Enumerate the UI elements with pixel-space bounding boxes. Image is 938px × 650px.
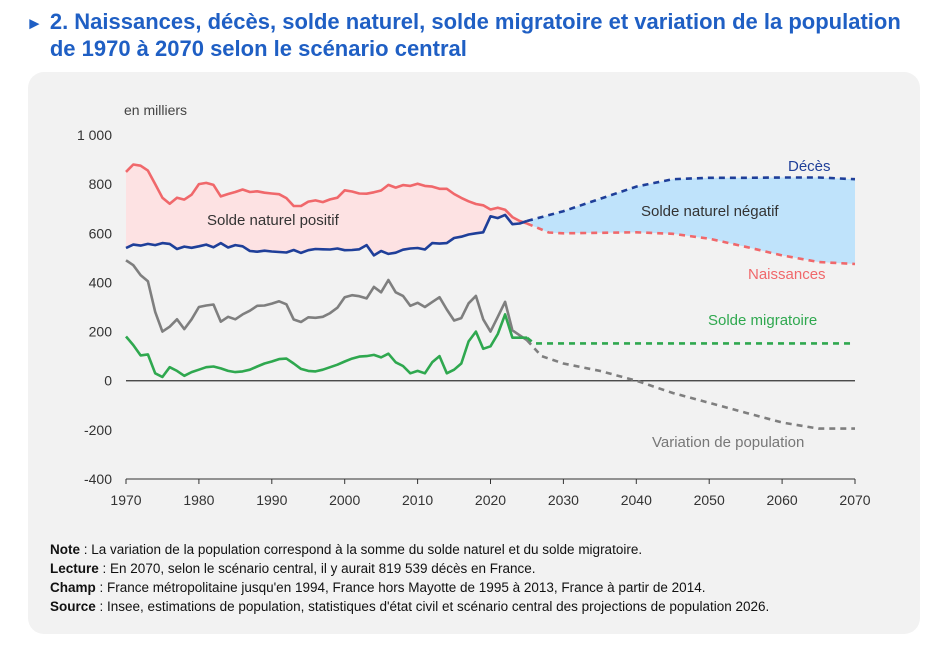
chart-panel: [28, 72, 920, 634]
x-tick-label: 1990: [256, 492, 287, 508]
x-tick-label: 2060: [767, 492, 798, 508]
x-tick-label: 2040: [621, 492, 652, 508]
series-line-naissances: [125, 163, 528, 225]
series-line-deces: [125, 213, 528, 257]
series-projection-variation-de-population: [526, 339, 855, 430]
area-solde-naturel-negatif: [530, 177, 855, 264]
y-tick-label: 0: [104, 373, 112, 389]
y-tick-label: 200: [89, 324, 113, 340]
series-lines: [125, 163, 856, 430]
arrow-right-icon: ►: [26, 14, 43, 33]
x-tick-label: 1970: [110, 492, 141, 508]
series-projection-solde-migratoire: [526, 336, 855, 345]
x-tick-label: 2010: [402, 492, 433, 508]
annotation-solde-migratoire: Solde migratoire: [708, 312, 817, 329]
series-line-variation-de-population: [125, 259, 528, 342]
annotation-deces: Décès: [788, 158, 831, 175]
champ-row: Champ : France métropolitaine jusqu'en 1…: [50, 580, 706, 595]
y-tick-label: 1 000: [77, 127, 112, 143]
y-tick-label: -200: [84, 422, 112, 438]
page-title: ► 2. Naissances, décès, solde naturel, s…: [26, 8, 926, 62]
notes: Note : La variation de la population cor…: [50, 540, 910, 616]
y-tick-label: 800: [89, 176, 113, 192]
y-tick-label: 600: [89, 225, 113, 241]
lecture-row: Lecture : En 2070, selon le scénario cen…: [50, 561, 536, 576]
x-tick-label: 2050: [694, 492, 725, 508]
x-tick-label: 2020: [475, 492, 506, 508]
x-tick-label: 1980: [183, 492, 214, 508]
annotation-solde-naturel-negatif: Solde naturel négatif: [641, 203, 779, 220]
source-row: Source : Insee, estimations de populatio…: [50, 599, 770, 614]
series-line-solde-migratoire: [125, 313, 527, 379]
annotations: en milliers Décès Solde naturel négatif …: [124, 102, 831, 451]
series-projection-deces: [526, 176, 856, 223]
x-axis: 1970 1980 1990 2000 2010 2020 2030 2040 2050 2060…: [110, 478, 871, 508]
annotation-variation-population: Variation de population: [652, 434, 804, 451]
y-axis: -400 -200 0 200 400 600 800 1 000: [77, 127, 855, 487]
chart-title: 2. Naissances, décès, solde naturel, sol…: [49, 9, 901, 61]
x-tick-label: 2070: [839, 492, 870, 508]
x-tick-label: 2030: [548, 492, 579, 508]
note-row: Note : La variation de la population cor…: [50, 542, 643, 557]
area-solde-naturel-positif: [126, 164, 527, 256]
y-tick-label: 400: [89, 274, 113, 290]
x-tick-label: 2000: [329, 492, 360, 508]
annotation-naissances: Naissances: [748, 266, 826, 283]
annotation-solde-naturel-positif: Solde naturel positif: [207, 212, 340, 229]
y-tick-label: -400: [84, 471, 112, 487]
y-axis-label: en milliers: [124, 102, 187, 118]
series-projection-naissances: [526, 222, 856, 266]
